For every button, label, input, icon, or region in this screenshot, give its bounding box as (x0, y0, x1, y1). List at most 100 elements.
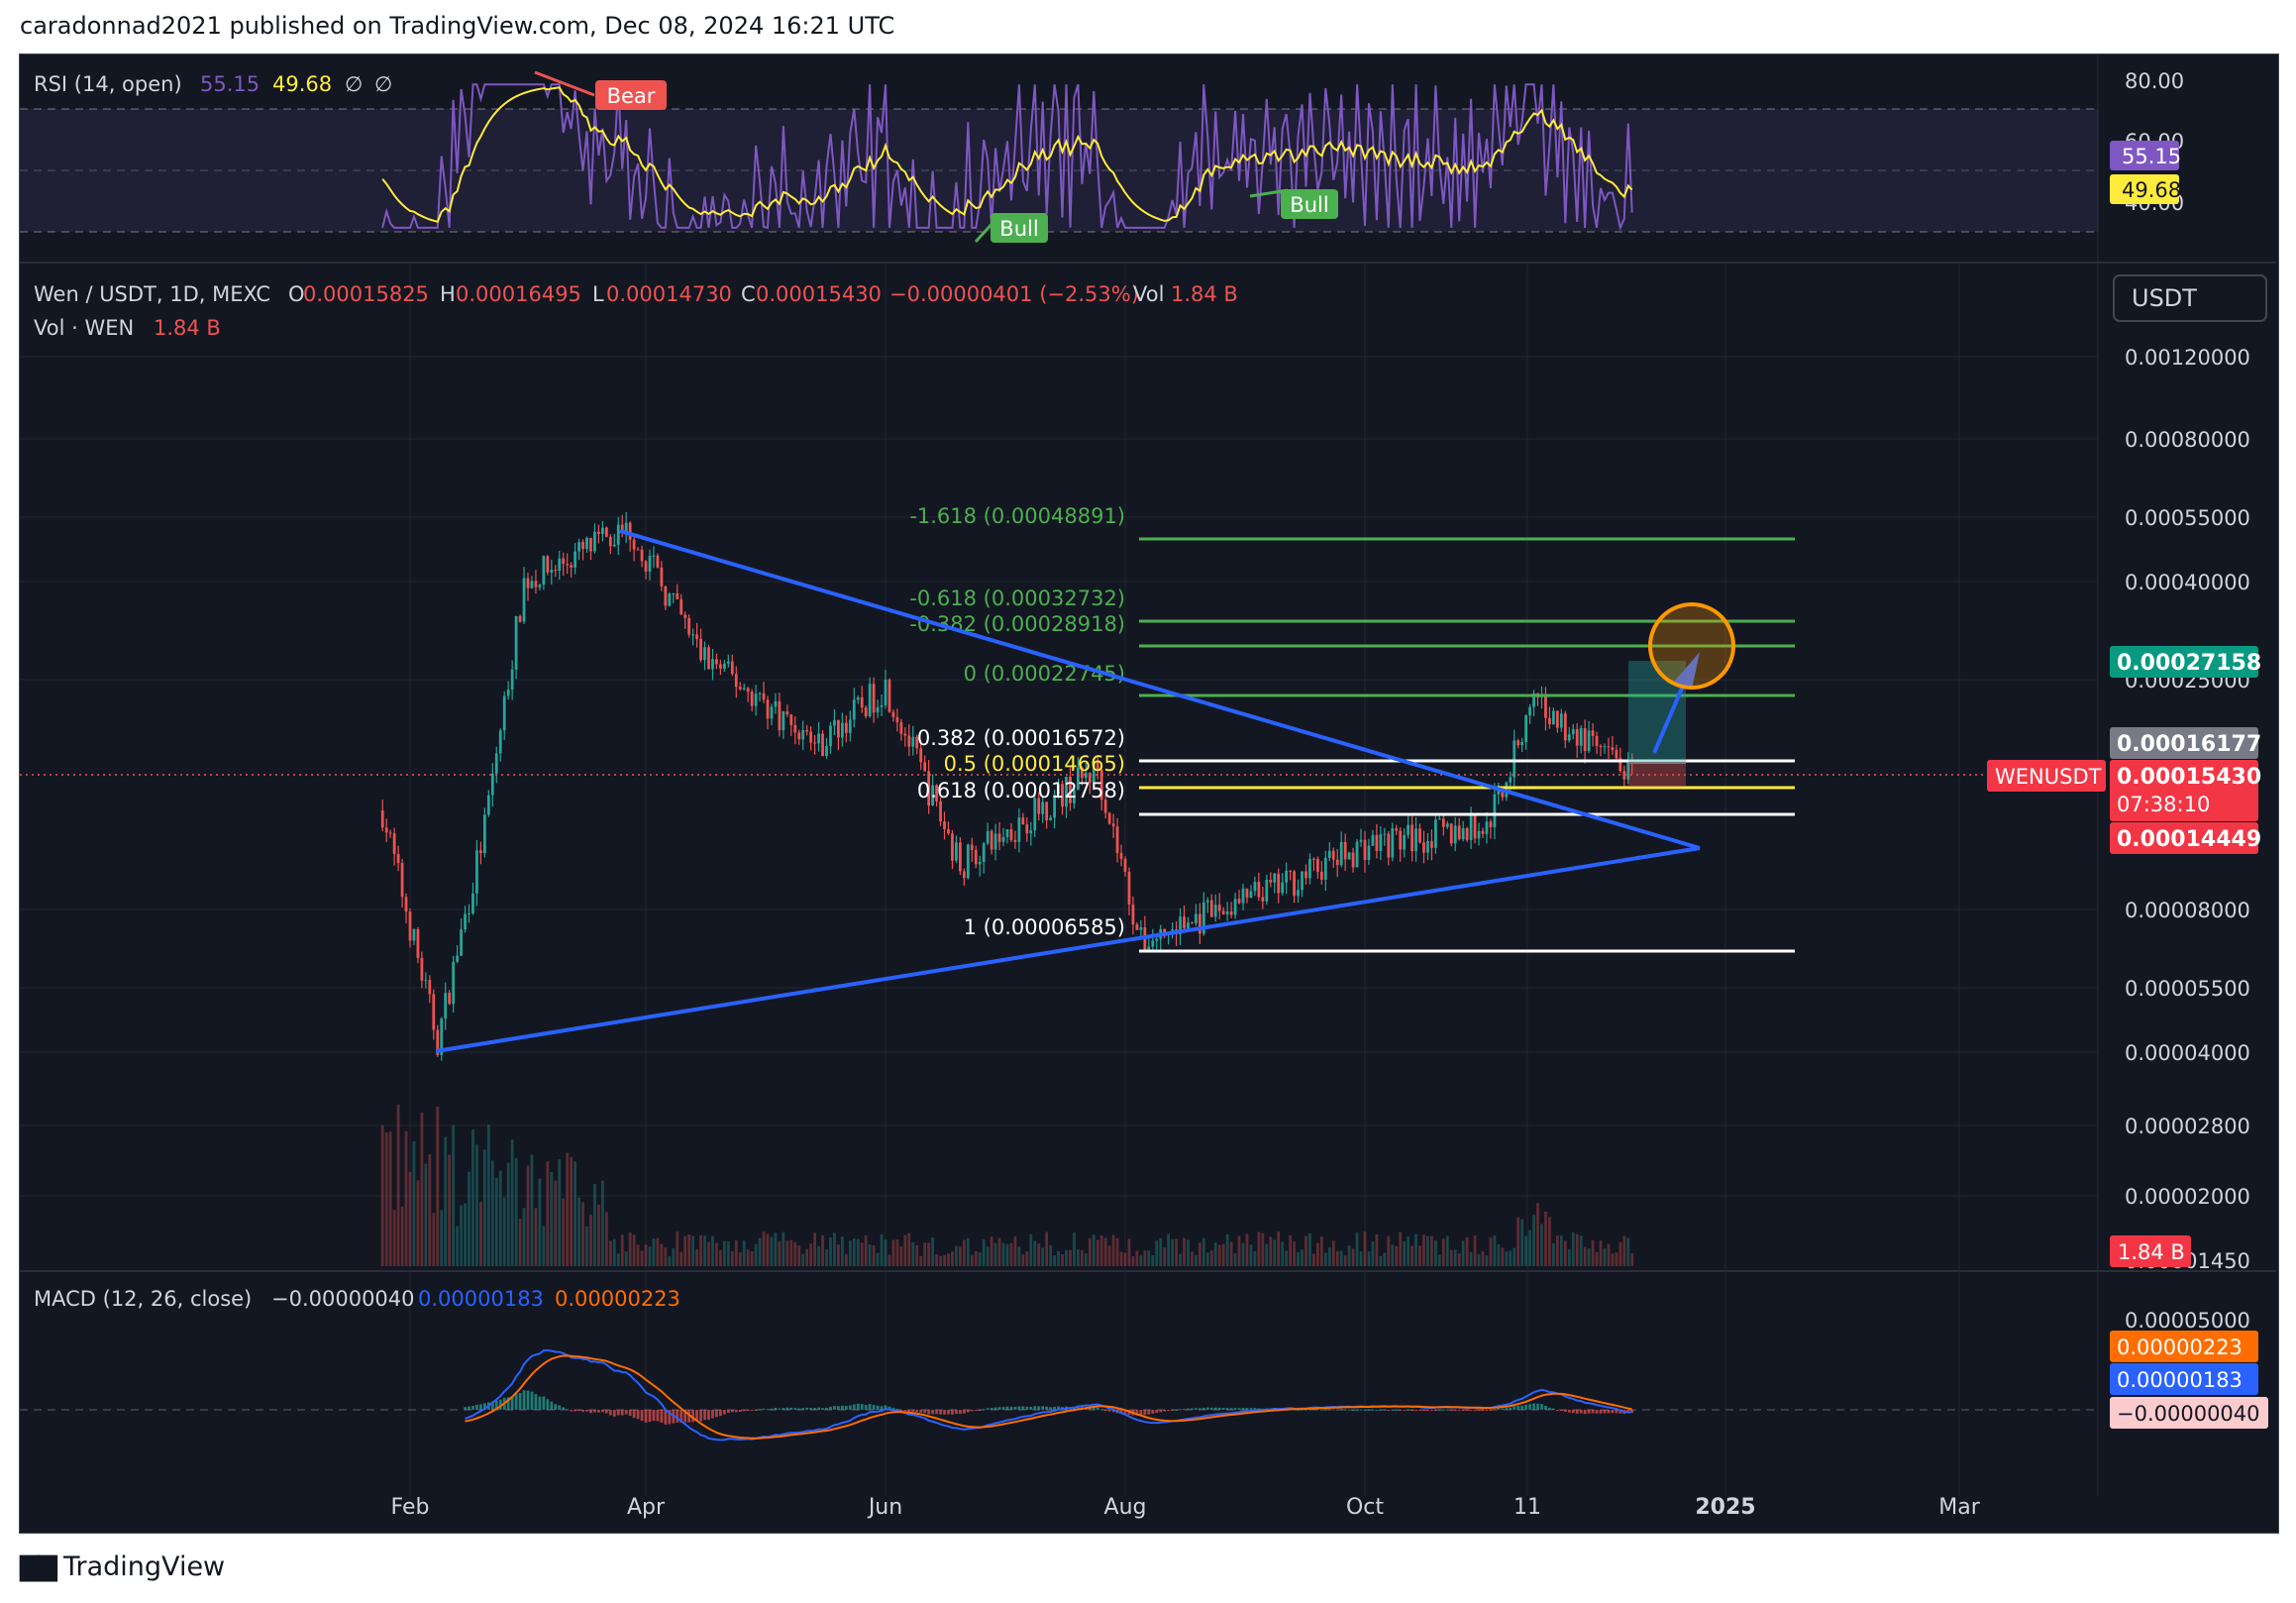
candle-body (1461, 827, 1465, 840)
volume-bar (1312, 1253, 1315, 1266)
candle-body (813, 742, 816, 744)
volume-bar (844, 1253, 848, 1266)
volume-bar (1410, 1245, 1413, 1266)
candle-body (464, 913, 467, 930)
volume-bar (1041, 1247, 1045, 1266)
volume-bar (1339, 1250, 1343, 1266)
candle-body (1611, 747, 1615, 751)
volume-bar (1049, 1244, 1053, 1266)
volume-bar (542, 1226, 546, 1266)
macd-histogram-bar (880, 1406, 884, 1410)
macd-histogram-bar (1315, 1409, 1319, 1411)
candle-body (1509, 777, 1513, 783)
macd-histogram-bar (1159, 1410, 1163, 1413)
macd-histogram-bar (1477, 1410, 1481, 1411)
macd-histogram-bar (475, 1404, 478, 1410)
macd-histogram-bar (620, 1410, 624, 1416)
candle-body (1293, 871, 1296, 897)
volume-bar (864, 1235, 868, 1266)
rsi-legend: RSI (14, open) 55.15 49.68 ∅ ∅ (34, 72, 392, 96)
rsi-title: RSI (14, open) (34, 72, 182, 96)
target-circle[interactable] (1648, 602, 1735, 690)
volume-bar (1073, 1231, 1076, 1266)
candle-body (703, 647, 706, 661)
macd-histogram-bar (931, 1410, 935, 1415)
time-axis[interactable]: Feb Apr Jun Aug Oct 11 2025 Mar (391, 1495, 1981, 1520)
volume-bar (1099, 1234, 1103, 1266)
upper-trendline[interactable] (619, 529, 1701, 850)
volume-bar (550, 1171, 554, 1266)
volume-bar (424, 1163, 428, 1266)
currency-button[interactable] (2113, 274, 2267, 322)
volume-bar (1001, 1242, 1005, 1266)
macd-histogram-bar (608, 1410, 612, 1416)
candle-body (384, 827, 388, 833)
macd-histogram-bar (817, 1407, 820, 1410)
volume-bar (876, 1252, 880, 1266)
candle-body (943, 821, 946, 829)
volume-bar (644, 1244, 648, 1266)
volume-bar (1615, 1252, 1618, 1266)
volume-bar (1426, 1235, 1429, 1266)
volume-bar (1626, 1237, 1630, 1266)
macd-histogram-bar (766, 1409, 770, 1411)
volume-bar (1441, 1238, 1445, 1266)
volume-bar (1293, 1241, 1296, 1266)
macd-histogram-bar (719, 1410, 722, 1417)
chart-frame[interactable] (19, 53, 2279, 1534)
volume-bar (1489, 1237, 1493, 1266)
long-position-loss-zone[interactable] (1628, 763, 1686, 787)
macd-histogram-bar (1096, 1407, 1099, 1410)
candle-body (770, 706, 774, 719)
volume-bar (581, 1202, 584, 1266)
price-axis[interactable]: 0.00120000 0.00080000 0.00055000 0.00040… (2125, 346, 2250, 1273)
target-price-badge-text: 0.00027158 (2117, 651, 2261, 676)
candle-body (821, 733, 824, 757)
candle-body (1457, 825, 1461, 840)
macd-signal-value: 0.00000223 (555, 1287, 680, 1311)
candle-body (436, 1029, 440, 1055)
candle-body (1119, 853, 1123, 859)
macd-histogram-bar (1167, 1410, 1171, 1411)
macd-histogram-bar (1371, 1409, 1375, 1411)
footer-brand[interactable]: TradingView (63, 1551, 226, 1582)
candle-body (1363, 839, 1367, 860)
macd-histogram-bar (624, 1410, 628, 1415)
tradingview-logo-icon[interactable]: ▇▇ (20, 1551, 57, 1582)
macd-histogram-bar (1331, 1409, 1335, 1411)
volume-bar (404, 1130, 408, 1266)
time-tick: Oct (1346, 1495, 1384, 1520)
candle-body (1548, 717, 1551, 725)
macd-histogram-bar (762, 1408, 766, 1410)
volume-bar (444, 1136, 448, 1266)
candle-body (1017, 817, 1021, 842)
volume-bar (1103, 1237, 1107, 1266)
bull-label-box-1 (991, 213, 1048, 243)
macd-histogram-bar (715, 1410, 718, 1418)
volume-bar (699, 1234, 702, 1266)
volume-bar (494, 1177, 498, 1266)
candle-body (1096, 760, 1099, 771)
candle-body (608, 536, 612, 547)
macd-histogram-bar (1092, 1407, 1096, 1410)
macd-histogram-bar (691, 1410, 695, 1423)
currency-label[interactable]: USDT (2132, 284, 2197, 312)
macd-histogram-bar (1225, 1408, 1229, 1410)
volume-bar (1111, 1234, 1115, 1266)
macd-histogram-bar (1033, 1406, 1037, 1410)
macd-histogram-bar (734, 1410, 738, 1413)
ohlc-change: −0.00000401 (−2.53%) (889, 282, 1139, 306)
stop-price-badge (2110, 822, 2258, 854)
macd-histogram-bar (1445, 1409, 1449, 1411)
volume-bar (652, 1238, 656, 1266)
macd-histogram-bar (1183, 1408, 1186, 1410)
candle-body (1308, 858, 1311, 879)
fib-lines (1139, 537, 1795, 953)
candle-body (1407, 824, 1410, 835)
candle-body (1061, 784, 1064, 807)
bull-label-2: Bull (1290, 193, 1328, 217)
lower-trendline[interactable] (435, 846, 1701, 1053)
last-price-badge (2110, 760, 2258, 821)
candle-body (1315, 859, 1319, 872)
